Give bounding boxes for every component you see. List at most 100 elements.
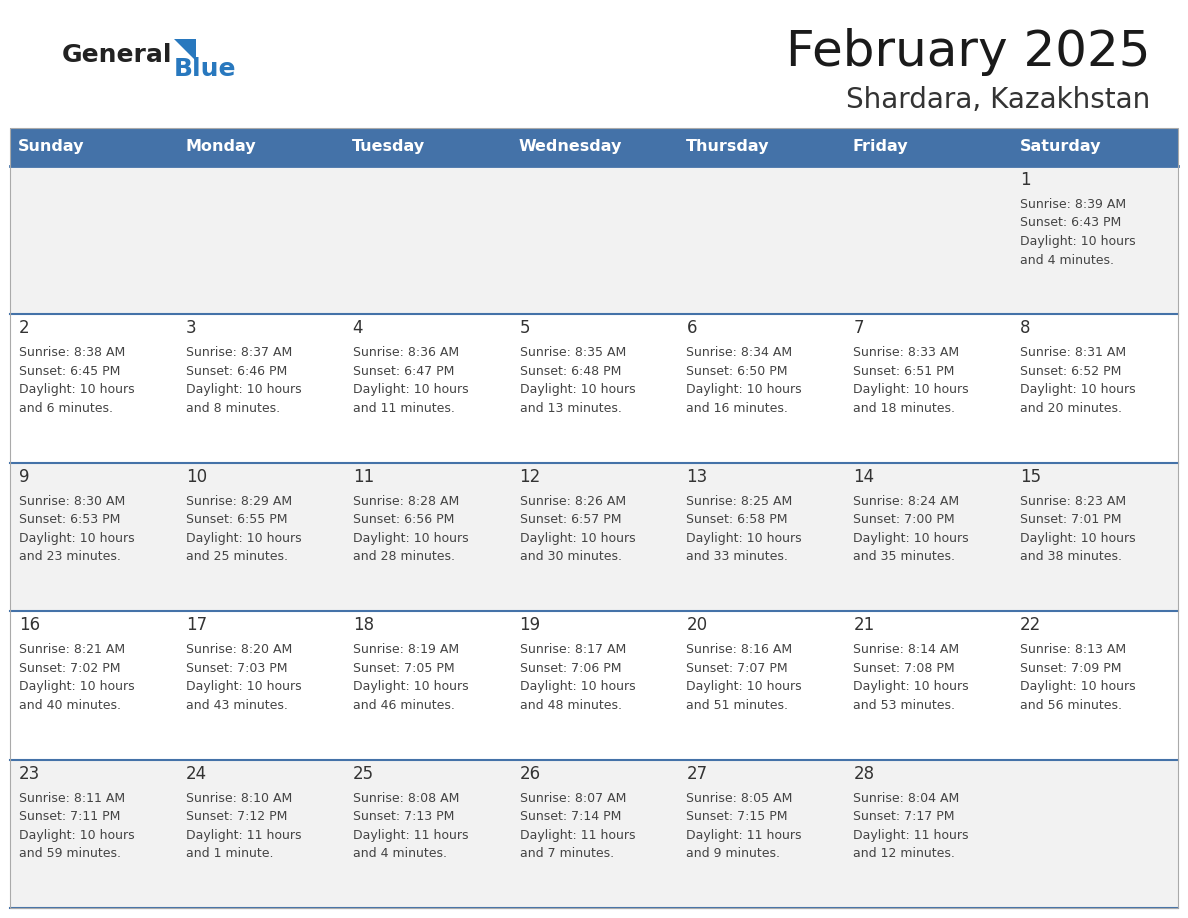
Text: 9: 9 <box>19 468 30 486</box>
Text: Sunrise: 8:36 AM: Sunrise: 8:36 AM <box>353 346 459 360</box>
Text: Sunset: 7:06 PM: Sunset: 7:06 PM <box>519 662 621 675</box>
Text: and 48 minutes.: and 48 minutes. <box>519 699 621 711</box>
Text: and 30 minutes.: and 30 minutes. <box>519 550 621 564</box>
Text: Thursday: Thursday <box>685 140 770 154</box>
Text: 25: 25 <box>353 765 374 783</box>
Bar <box>10 611 1178 759</box>
Text: Sunset: 6:55 PM: Sunset: 6:55 PM <box>185 513 287 526</box>
Text: Sunset: 7:13 PM: Sunset: 7:13 PM <box>353 810 454 823</box>
Bar <box>677 128 845 166</box>
Text: Sunrise: 8:31 AM: Sunrise: 8:31 AM <box>1020 346 1126 360</box>
Text: 21: 21 <box>853 616 874 634</box>
Text: 1: 1 <box>1020 171 1031 189</box>
Text: Daylight: 10 hours: Daylight: 10 hours <box>687 680 802 693</box>
Text: Daylight: 10 hours: Daylight: 10 hours <box>19 532 134 544</box>
Text: 13: 13 <box>687 468 708 486</box>
Text: and 35 minutes.: and 35 minutes. <box>853 550 955 564</box>
Text: and 25 minutes.: and 25 minutes. <box>185 550 287 564</box>
Text: 27: 27 <box>687 765 708 783</box>
Text: 2: 2 <box>19 319 30 338</box>
Bar <box>845 128 1011 166</box>
Text: Sunset: 7:02 PM: Sunset: 7:02 PM <box>19 662 120 675</box>
Text: Sunset: 6:46 PM: Sunset: 6:46 PM <box>185 364 287 378</box>
Text: 11: 11 <box>353 468 374 486</box>
Text: 5: 5 <box>519 319 530 338</box>
Text: Sunrise: 8:28 AM: Sunrise: 8:28 AM <box>353 495 459 508</box>
Text: 28: 28 <box>853 765 874 783</box>
Text: Sunrise: 8:26 AM: Sunrise: 8:26 AM <box>519 495 626 508</box>
Text: Daylight: 11 hours: Daylight: 11 hours <box>687 829 802 842</box>
Text: Sunset: 7:07 PM: Sunset: 7:07 PM <box>687 662 788 675</box>
Text: Sunrise: 8:29 AM: Sunrise: 8:29 AM <box>185 495 292 508</box>
Bar <box>10 166 1178 314</box>
Text: Sunrise: 8:23 AM: Sunrise: 8:23 AM <box>1020 495 1126 508</box>
Text: and 38 minutes.: and 38 minutes. <box>1020 550 1123 564</box>
Text: and 9 minutes.: and 9 minutes. <box>687 847 781 860</box>
Text: and 13 minutes.: and 13 minutes. <box>519 402 621 415</box>
Text: and 20 minutes.: and 20 minutes. <box>1020 402 1123 415</box>
Text: Tuesday: Tuesday <box>352 140 425 154</box>
Text: Sunrise: 8:08 AM: Sunrise: 8:08 AM <box>353 791 459 804</box>
Text: Daylight: 10 hours: Daylight: 10 hours <box>185 384 302 397</box>
Text: Daylight: 10 hours: Daylight: 10 hours <box>19 680 134 693</box>
Text: Sunset: 6:52 PM: Sunset: 6:52 PM <box>1020 364 1121 378</box>
Text: Daylight: 11 hours: Daylight: 11 hours <box>353 829 468 842</box>
Bar <box>10 314 1178 463</box>
Text: Daylight: 10 hours: Daylight: 10 hours <box>687 532 802 544</box>
Text: 8: 8 <box>1020 319 1031 338</box>
Text: 16: 16 <box>19 616 40 634</box>
Text: and 7 minutes.: and 7 minutes. <box>519 847 614 860</box>
Text: and 1 minute.: and 1 minute. <box>185 847 273 860</box>
Text: Daylight: 10 hours: Daylight: 10 hours <box>1020 384 1136 397</box>
Text: Sunrise: 8:16 AM: Sunrise: 8:16 AM <box>687 644 792 656</box>
Text: Daylight: 10 hours: Daylight: 10 hours <box>19 829 134 842</box>
Bar <box>1011 128 1178 166</box>
Text: and 28 minutes.: and 28 minutes. <box>353 550 455 564</box>
Text: Sunrise: 8:35 AM: Sunrise: 8:35 AM <box>519 346 626 360</box>
Text: Daylight: 10 hours: Daylight: 10 hours <box>353 384 468 397</box>
Text: Sunset: 6:47 PM: Sunset: 6:47 PM <box>353 364 454 378</box>
Text: 7: 7 <box>853 319 864 338</box>
Text: Daylight: 10 hours: Daylight: 10 hours <box>353 532 468 544</box>
Text: Sunset: 7:03 PM: Sunset: 7:03 PM <box>185 662 287 675</box>
Text: Sunrise: 8:11 AM: Sunrise: 8:11 AM <box>19 791 125 804</box>
Text: 26: 26 <box>519 765 541 783</box>
Text: 17: 17 <box>185 616 207 634</box>
Text: Daylight: 11 hours: Daylight: 11 hours <box>185 829 302 842</box>
Text: Daylight: 10 hours: Daylight: 10 hours <box>19 384 134 397</box>
Text: Daylight: 10 hours: Daylight: 10 hours <box>853 384 969 397</box>
Text: Sunset: 6:53 PM: Sunset: 6:53 PM <box>19 513 120 526</box>
Text: Sunset: 7:09 PM: Sunset: 7:09 PM <box>1020 662 1121 675</box>
Text: Sunrise: 8:25 AM: Sunrise: 8:25 AM <box>687 495 792 508</box>
Text: and 40 minutes.: and 40 minutes. <box>19 699 121 711</box>
Text: and 8 minutes.: and 8 minutes. <box>185 402 280 415</box>
Text: 23: 23 <box>19 765 40 783</box>
Text: Daylight: 11 hours: Daylight: 11 hours <box>519 829 636 842</box>
Text: Sunset: 6:50 PM: Sunset: 6:50 PM <box>687 364 788 378</box>
Text: Sunrise: 8:14 AM: Sunrise: 8:14 AM <box>853 644 960 656</box>
Text: and 11 minutes.: and 11 minutes. <box>353 402 455 415</box>
Text: and 6 minutes.: and 6 minutes. <box>19 402 113 415</box>
Text: 10: 10 <box>185 468 207 486</box>
Text: and 23 minutes.: and 23 minutes. <box>19 550 121 564</box>
Text: 15: 15 <box>1020 468 1041 486</box>
Text: Daylight: 10 hours: Daylight: 10 hours <box>185 532 302 544</box>
Text: Sunset: 7:12 PM: Sunset: 7:12 PM <box>185 810 287 823</box>
Text: Daylight: 10 hours: Daylight: 10 hours <box>1020 680 1136 693</box>
Text: Sunset: 7:08 PM: Sunset: 7:08 PM <box>853 662 955 675</box>
Text: Sunrise: 8:24 AM: Sunrise: 8:24 AM <box>853 495 960 508</box>
Bar <box>10 128 177 166</box>
Text: Daylight: 10 hours: Daylight: 10 hours <box>853 680 969 693</box>
Text: Daylight: 10 hours: Daylight: 10 hours <box>353 680 468 693</box>
Text: Wednesday: Wednesday <box>519 140 623 154</box>
Text: Saturday: Saturday <box>1019 140 1101 154</box>
Text: and 4 minutes.: and 4 minutes. <box>353 847 447 860</box>
Text: and 56 minutes.: and 56 minutes. <box>1020 699 1123 711</box>
Text: Sunset: 7:11 PM: Sunset: 7:11 PM <box>19 810 120 823</box>
Text: Sunrise: 8:04 AM: Sunrise: 8:04 AM <box>853 791 960 804</box>
Text: Sunset: 7:14 PM: Sunset: 7:14 PM <box>519 810 621 823</box>
Text: Daylight: 10 hours: Daylight: 10 hours <box>519 384 636 397</box>
Text: Monday: Monday <box>185 140 255 154</box>
Text: Sunrise: 8:34 AM: Sunrise: 8:34 AM <box>687 346 792 360</box>
Bar <box>511 128 677 166</box>
